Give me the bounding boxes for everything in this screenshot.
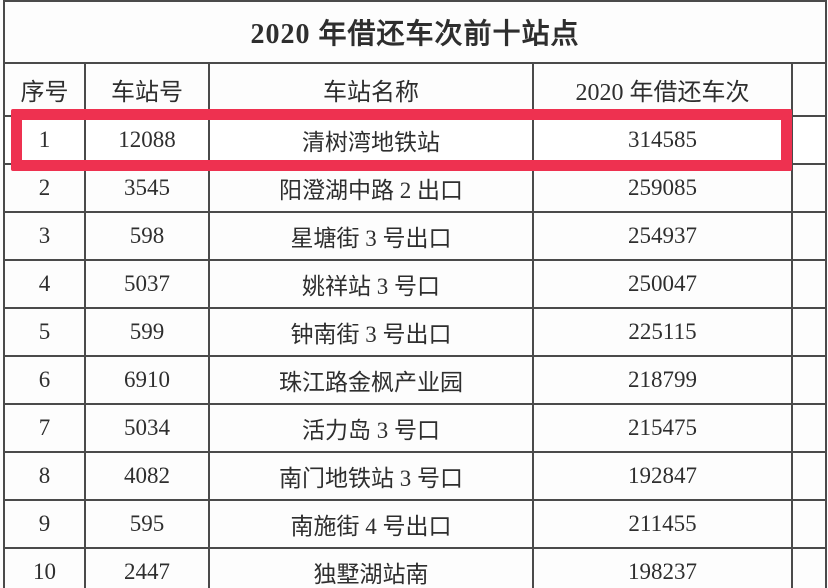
table-title: 2020 年借还车次前十站点 — [3, 0, 827, 64]
cell-count: 211455 — [532, 499, 793, 549]
cell-seq: 6 — [3, 355, 86, 405]
cell-seq: 9 — [3, 499, 86, 549]
cell-count: 215475 — [532, 403, 793, 453]
header-seq: 序号 — [3, 62, 86, 117]
cell-count: 225115 — [532, 307, 793, 357]
table-row: 8 4082 南门地铁站 3 号口 192847 — [3, 451, 827, 501]
cell-station-id: 599 — [84, 307, 210, 357]
header-extra-empty — [791, 62, 827, 117]
cell-station-id: 4082 — [84, 451, 210, 501]
cell-extra-empty — [791, 355, 827, 405]
cell-station-name: 姚祥站 3 号口 — [208, 259, 534, 309]
table-row: 4 5037 姚祥站 3 号口 250047 — [3, 259, 827, 309]
table-row: 3 598 星塘街 3 号出口 254937 — [3, 211, 827, 261]
table-row: 5 599 钟南街 3 号出口 225115 — [3, 307, 827, 357]
cell-count: 198237 — [532, 547, 793, 588]
table-row: 6 6910 珠江路金枫产业园 218799 — [3, 355, 827, 405]
table-title-row: 2020 年借还车次前十站点 — [3, 0, 827, 64]
cell-count: 218799 — [532, 355, 793, 405]
header-station-id: 车站号 — [84, 62, 210, 117]
cell-count: 314585 — [532, 115, 793, 165]
highlight-box — [11, 109, 792, 171]
cell-extra-empty — [791, 163, 827, 213]
cell-station-name: 珠江路金枫产业园 — [208, 355, 534, 405]
cell-station-name: 钟南街 3 号出口 — [208, 307, 534, 357]
cell-seq: 4 — [3, 259, 86, 309]
cell-extra-empty — [791, 547, 827, 588]
cell-station-id: 6910 — [84, 355, 210, 405]
table-row: 9 595 南施街 4 号出口 211455 — [3, 499, 827, 549]
cell-station-name: 阳澄湖中路 2 出口 — [208, 163, 534, 213]
cell-seq: 2 — [3, 163, 86, 213]
cell-extra-empty — [791, 115, 827, 165]
table-row: 10 2447 独墅湖站南 198237 — [3, 547, 827, 588]
cell-seq: 10 — [3, 547, 86, 588]
cell-station-name: 南门地铁站 3 号口 — [208, 451, 534, 501]
cell-extra-empty — [791, 259, 827, 309]
table-row: 7 5034 活力岛 3 号口 215475 — [3, 403, 827, 453]
cell-seq: 3 — [3, 211, 86, 261]
cell-station-name: 清树湾地铁站 — [208, 115, 534, 165]
cell-station-id: 598 — [84, 211, 210, 261]
table-row: 2 3545 阳澄湖中路 2 出口 259085 — [3, 163, 827, 213]
cell-count: 250047 — [532, 259, 793, 309]
cell-extra-empty — [791, 499, 827, 549]
cell-station-id: 3545 — [84, 163, 210, 213]
cell-seq: 8 — [3, 451, 86, 501]
cell-extra-empty — [791, 211, 827, 261]
cell-station-name: 独墅湖站南 — [208, 547, 534, 588]
cell-count: 259085 — [532, 163, 793, 213]
cell-station-id: 12088 — [84, 115, 210, 165]
cell-extra-empty — [791, 451, 827, 501]
cell-station-id: 5034 — [84, 403, 210, 453]
cell-extra-empty — [791, 403, 827, 453]
cell-station-id: 595 — [84, 499, 210, 549]
cell-seq: 5 — [3, 307, 86, 357]
cell-station-id: 2447 — [84, 547, 210, 588]
cell-station-id: 5037 — [84, 259, 210, 309]
cell-count: 192847 — [532, 451, 793, 501]
cell-extra-empty — [791, 307, 827, 357]
cell-seq: 7 — [3, 403, 86, 453]
cell-station-name: 星塘街 3 号出口 — [208, 211, 534, 261]
cell-station-name: 活力岛 3 号口 — [208, 403, 534, 453]
header-station-name: 车站名称 — [208, 62, 534, 117]
cell-station-name: 南施街 4 号出口 — [208, 499, 534, 549]
cell-count: 254937 — [532, 211, 793, 261]
